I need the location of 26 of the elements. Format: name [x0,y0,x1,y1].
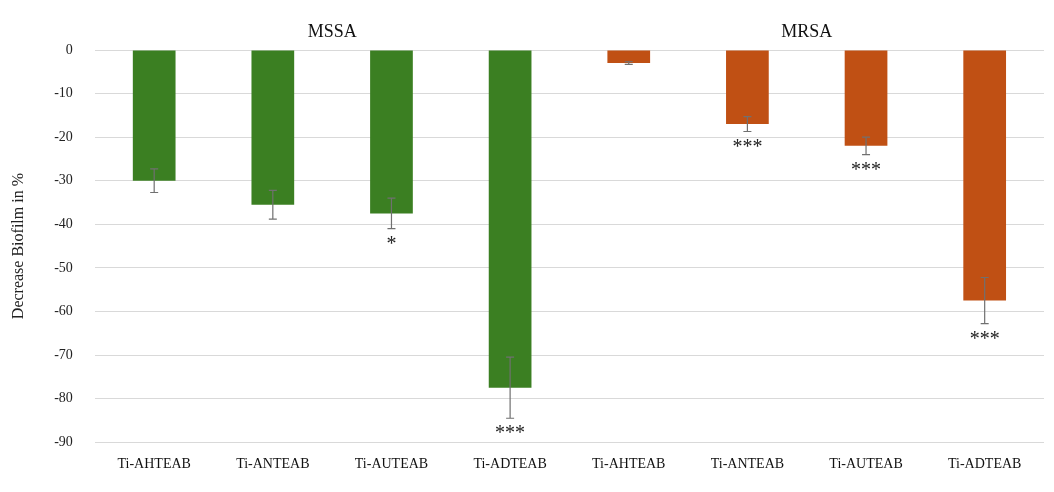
y-tick-label: -40 [54,215,73,231]
y-axis-title: Decrease Biofilm in % [8,173,26,320]
text: MSSA [307,20,357,41]
x-tick-label: Ti-ADTEAB [473,456,547,472]
text: MRSA [781,20,833,41]
data-label: * [386,231,397,254]
y-tick-label: -50 [54,259,73,275]
x-tick-label: Ti-ANTEAB [236,456,310,472]
x-tick-label: Ti-ADTEAB [947,456,1022,472]
data-label: *** [732,134,763,157]
data-label: *** [969,326,1000,349]
y-tick-label: -20 [54,128,73,144]
y-tick-label: -90 [54,433,73,449]
y-tick-label: -60 [54,303,73,319]
x-tick-label: Ti-AUTEAB [829,456,903,472]
x-tick-label: Ti-AHTEAB [592,456,666,472]
y-tick-label: -70 [54,346,73,362]
x-tick-label: Ti-AHTEAB [117,456,191,472]
data-label: *** [495,421,526,444]
y-tick-label: 0 [65,41,73,57]
data-label: *** [851,157,882,180]
y-tick-label: -30 [54,172,73,188]
y-tick-label: -10 [54,85,73,101]
y-tick-label: -80 [54,390,73,406]
x-tick-label: Ti-ANTEAB [710,456,785,472]
x-tick-label: Ti-AUTEAB [354,456,429,472]
